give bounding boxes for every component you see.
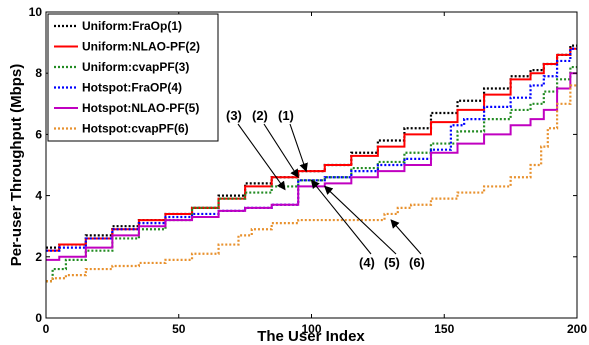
x-tick-label: 200 xyxy=(567,322,587,336)
x-axis-label: The User Index xyxy=(257,328,365,345)
annotation-label: (4) xyxy=(359,255,375,270)
annotation-arrow xyxy=(237,123,286,191)
legend-box xyxy=(47,13,219,142)
x-tick-label: 100 xyxy=(301,322,321,336)
x-tick-label: 0 xyxy=(43,322,50,336)
legend: Uniform:FraOp(1) Uniform:NLAO-PF(2) Unifor… xyxy=(47,13,219,142)
y-tick-label: 8 xyxy=(35,66,42,80)
y-tick-label: 6 xyxy=(35,127,42,141)
legend-entry-4: Hotspot:FraOP(4) xyxy=(82,81,182,95)
annotation-label: (3) xyxy=(226,108,242,123)
annotation-arrow xyxy=(310,179,372,255)
y-axis-label: Per-user Throughput (Mbps) xyxy=(8,64,25,267)
annotation-label: (5) xyxy=(384,255,400,270)
annotation-arrow xyxy=(263,123,299,179)
x-tick-label: 150 xyxy=(434,322,454,336)
legend-entry-5: Hotspot:NLAO-PF(5) xyxy=(82,101,199,115)
y-tick-label: 0 xyxy=(35,311,42,325)
annotation-arrow xyxy=(289,123,308,173)
series-line-5 xyxy=(46,72,577,261)
annotation-label: (1) xyxy=(278,108,294,123)
y-tick-label: 2 xyxy=(35,250,42,264)
y-tick-label: 4 xyxy=(35,189,42,203)
series-layer xyxy=(46,44,577,283)
annotation-label: (2) xyxy=(252,108,268,123)
y-tick-label: 10 xyxy=(29,5,43,19)
annotation-arrow xyxy=(390,219,422,255)
legend-entry-1: Uniform:FraOp(1) xyxy=(82,19,182,33)
annotation-label: (6) xyxy=(409,255,425,270)
annotation-arrow xyxy=(323,185,397,255)
series-line-2 xyxy=(46,47,577,252)
series-line-4 xyxy=(46,47,577,252)
series-line-3 xyxy=(46,65,577,283)
series-line-6 xyxy=(46,84,577,283)
x-tick-label: 50 xyxy=(172,322,186,336)
legend-entry-3: Uniform:cvapPF(3) xyxy=(82,60,189,74)
legend-entry-6: Hotspot:cvapPF(6) xyxy=(82,122,189,136)
annotation-layer: (3) (2) (1) (4) (5) (6) xyxy=(226,108,425,270)
legend-entry-2: Uniform:NLAO-PF(2) xyxy=(82,40,200,54)
